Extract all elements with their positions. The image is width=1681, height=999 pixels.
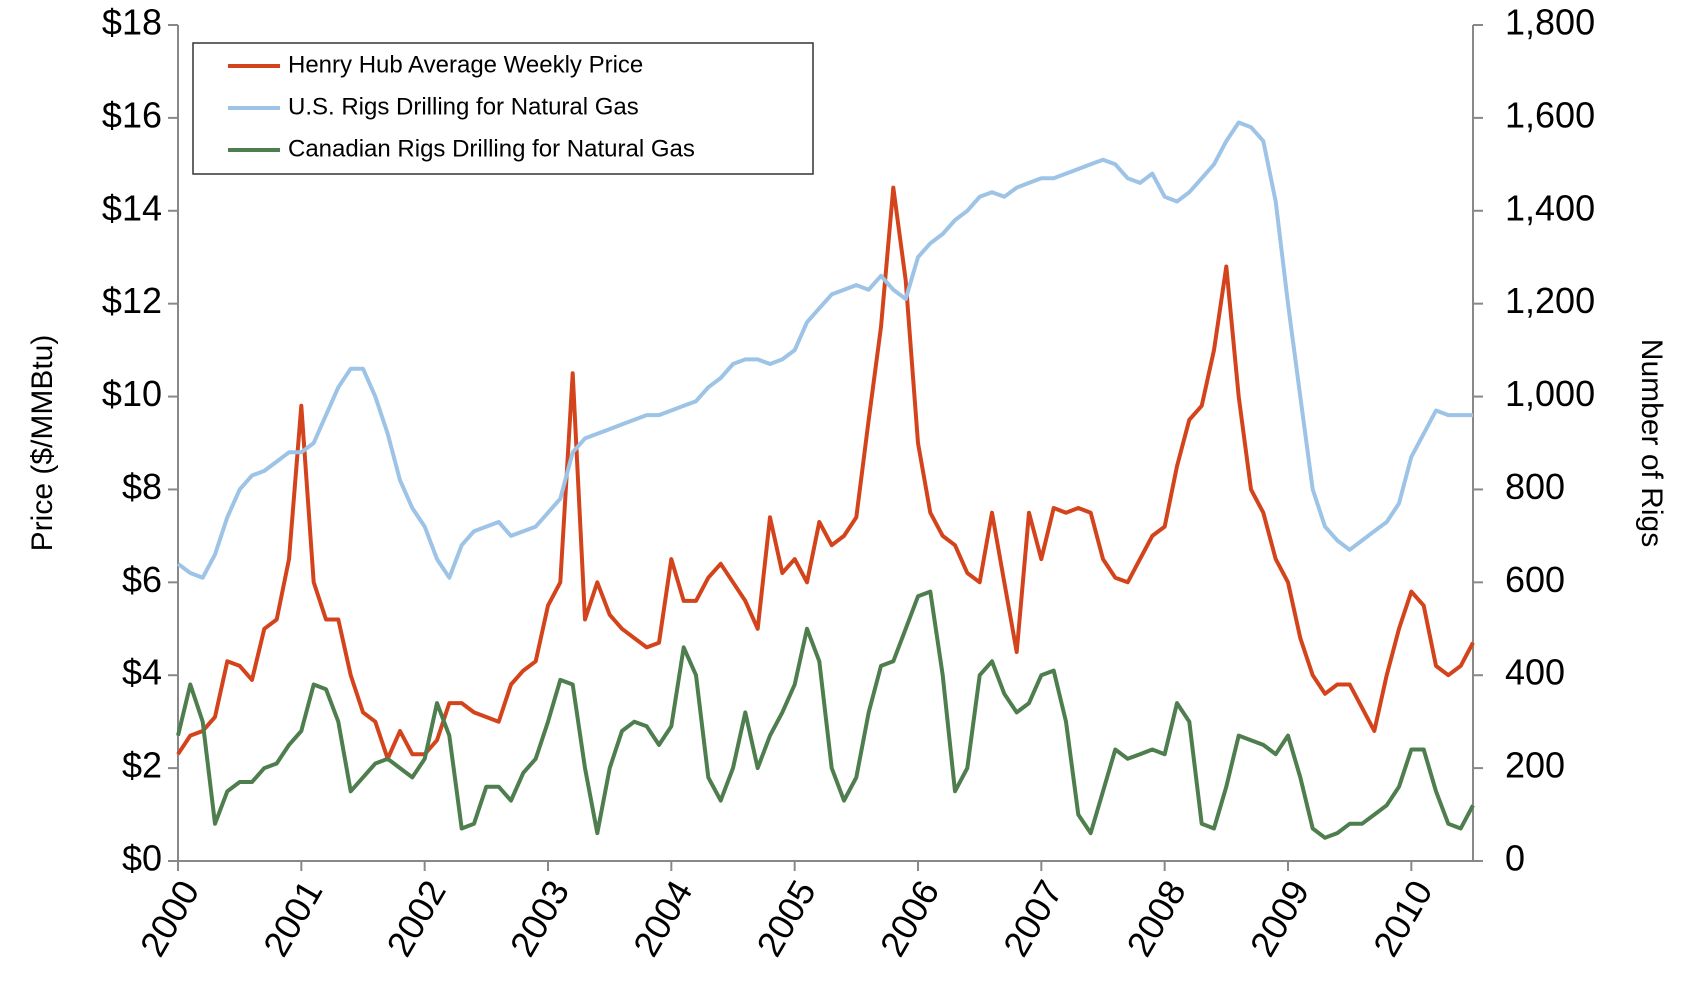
legend-box [192,42,814,175]
x-tick-label: 2000 [132,873,208,963]
x-tick-label: 2010 [1365,873,1441,963]
x-tick-label: 2002 [378,873,454,963]
y-tick-label: $16 [102,94,162,135]
y-tick-label: $12 [102,280,162,321]
y2-tick-label: 400 [1505,652,1565,693]
y2-tick-label: 800 [1505,466,1565,507]
x-tick-label: 2007 [995,873,1071,963]
y-tick-label: $8 [122,466,162,507]
y2-tick-label: 1,000 [1505,373,1595,414]
legend-label: U.S. Rigs Drilling for Natural Gas [288,93,639,120]
series-line [176,185,1475,761]
series-line [176,120,1473,580]
legend-label: Henry Hub Average Weekly Price [288,51,643,78]
y-tick-label: $2 [122,745,162,786]
y2-tick-label: 1,800 [1505,2,1595,43]
x-tick-label: 2003 [502,873,578,963]
y2-tick-label: 1,400 [1505,187,1595,228]
y2-tick-label: 1,200 [1505,280,1595,321]
y-tick-label: $14 [102,187,162,228]
x-tick-label: 2001 [255,873,331,963]
x-tick-label: 2008 [1118,873,1194,963]
legend: Henry Hub Average Weekly Price U.S. Rigs … [192,42,814,175]
y-tick-label: $18 [102,2,162,43]
y2-tick-label: 200 [1505,745,1565,786]
legend-label: Canadian Rigs Drilling for Natural Gas [288,135,695,162]
y-tick-label: $0 [122,838,162,879]
x-tick-label: 2004 [625,873,701,963]
x-tick-label: 2005 [748,873,824,963]
x-tick-label: 2009 [1242,873,1318,963]
y-tick-label: $10 [102,373,162,414]
y-axis-title: Price ($/MMBtu) [26,335,59,552]
series-line [176,589,1475,840]
y-tick-label: $6 [122,559,162,600]
y2-tick-label: 600 [1505,559,1565,600]
y2-axis-title: Number of Rigs [1635,339,1668,547]
y-tick-label: $4 [122,652,162,693]
y2-tick-label: 1,600 [1505,94,1595,135]
x-tick-label: 2006 [872,873,948,963]
y2-tick-label: 0 [1505,838,1525,879]
